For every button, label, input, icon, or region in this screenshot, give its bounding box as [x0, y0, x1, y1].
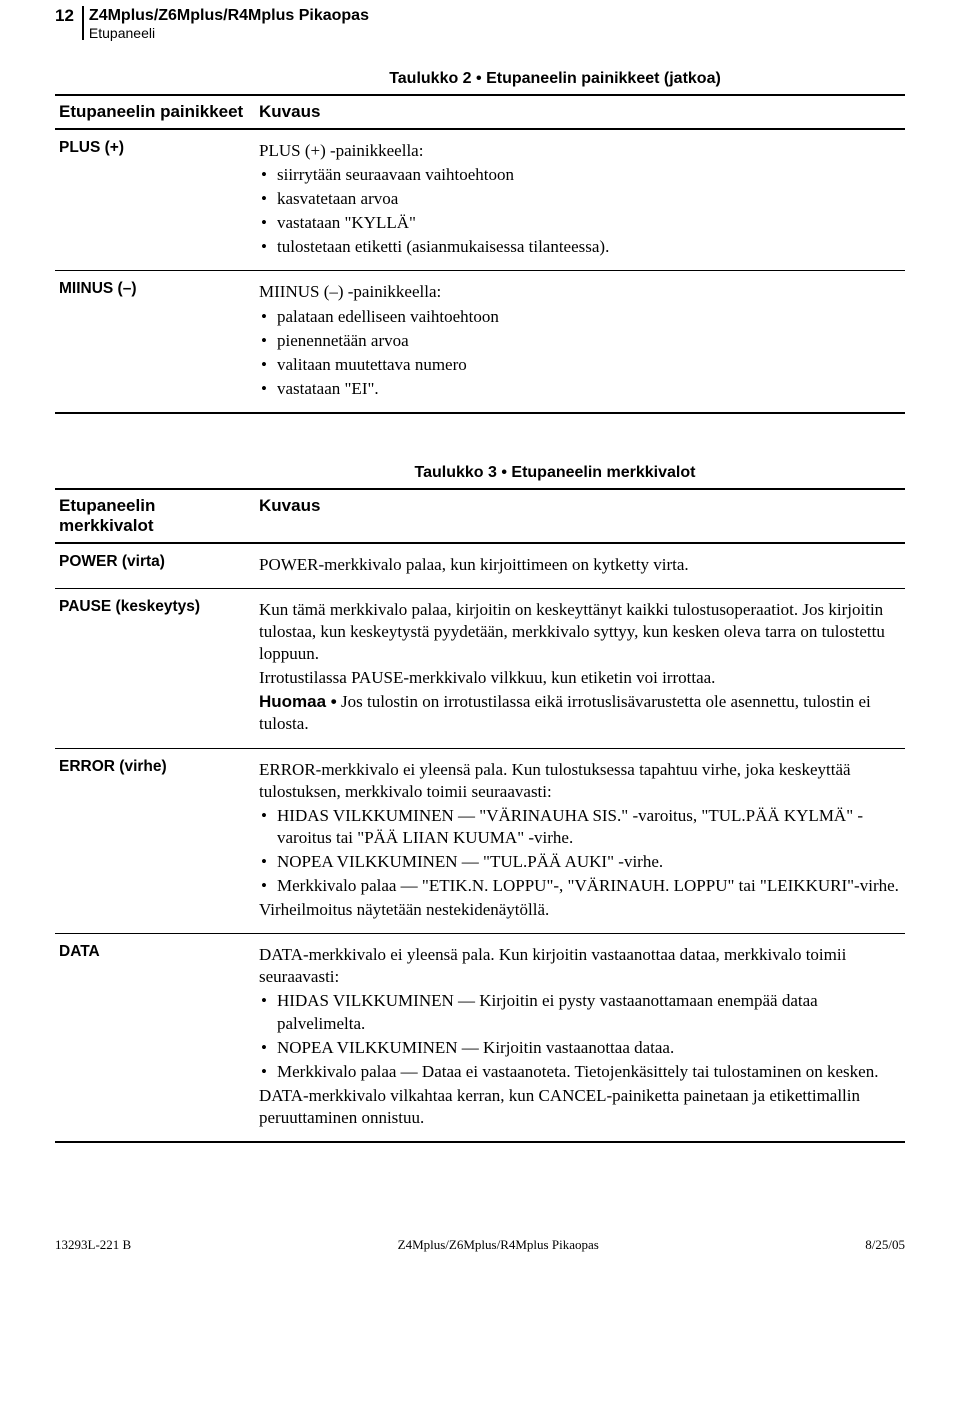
row-desc: ERROR-merkkivalo ei yleensä pala. Kun tu…: [255, 748, 905, 934]
page-number: 12: [55, 6, 74, 26]
table-row: MIINUS (–) MIINUS (–) -painikkeella: pal…: [55, 271, 905, 413]
lead-text: PLUS (+) -painikkeella:: [259, 140, 901, 162]
row-label: POWER (virta): [55, 543, 255, 589]
desc-text: DATA-merkkivalo ei yleensä pala. Kun kir…: [259, 944, 901, 988]
bullet-item: Merkkivalo palaa — "ETIK.N. LOPPU"-, "VÄ…: [259, 875, 901, 897]
table-row: POWER (virta) POWER-merkkivalo palaa, ku…: [55, 543, 905, 589]
table-row: ERROR (virhe) ERROR-merkkivalo ei yleens…: [55, 748, 905, 934]
table-row: PAUSE (keskeytys) Kun tämä merkkivalo pa…: [55, 589, 905, 749]
table-row: PLUS (+) PLUS (+) -painikkeella: siirryt…: [55, 129, 905, 271]
desc-text: ERROR-merkkivalo ei yleensä pala. Kun tu…: [259, 759, 901, 803]
note-rest: Jos tulostin on irrotustilassa eikä irro…: [259, 692, 871, 733]
row-desc: MIINUS (–) -painikkeella: palataan edell…: [255, 271, 905, 413]
bullet-item: vastataan "EI".: [259, 378, 901, 400]
table3-col1-header: Etupaneelin merkkivalot: [55, 489, 255, 543]
row-desc: POWER-merkkivalo palaa, kun kirjoittimee…: [255, 543, 905, 589]
desc-text: DATA-merkkivalo vilkahtaa kerran, kun CA…: [259, 1085, 901, 1129]
row-label: DATA: [55, 934, 255, 1142]
page-header: 12 Z4Mplus/Z6Mplus/R4Mplus Pikaopas Etup…: [55, 6, 905, 42]
table3-title: Taulukko 3 • Etupaneelin merkkivalot: [205, 464, 905, 482]
bullet-item: vastataan "KYLLÄ": [259, 212, 901, 234]
row-desc: PLUS (+) -painikkeella: siirrytään seura…: [255, 129, 905, 271]
footer-left: 13293L-221 B: [55, 1237, 131, 1253]
footer-right: 8/25/05: [865, 1237, 905, 1253]
desc-text: Huomaa • Jos tulostin on irrotustilassa …: [259, 691, 901, 735]
bullet-item: kasvatetaan arvoa: [259, 188, 901, 210]
footer-center: Z4Mplus/Z6Mplus/R4Mplus Pikaopas: [398, 1237, 599, 1253]
table2-col1-header: Etupaneelin painikkeet: [55, 95, 255, 129]
lead-text: MIINUS (–) -painikkeella:: [259, 281, 901, 303]
row-label: ERROR (virhe): [55, 748, 255, 934]
table3: Etupaneelin merkkivalot Kuvaus POWER (vi…: [55, 488, 905, 1143]
row-label: MIINUS (–): [55, 271, 255, 413]
desc-text: POWER-merkkivalo palaa, kun kirjoittimee…: [259, 554, 901, 576]
bullet-item: Merkkivalo palaa — Dataa ei vastaanoteta…: [259, 1061, 901, 1083]
table2-col2-header: Kuvaus: [255, 95, 905, 129]
row-desc: DATA-merkkivalo ei yleensä pala. Kun kir…: [255, 934, 905, 1142]
bullet-item: NOPEA VILKKUMINEN — "TUL.PÄÄ AUKI" -virh…: [259, 851, 901, 873]
table2: Etupaneelin painikkeet Kuvaus PLUS (+) P…: [55, 94, 905, 414]
bullet-item: HIDAS VILKKUMINEN — "VÄRINAUHA SIS." -va…: [259, 805, 901, 849]
bullet-item: pienennetään arvoa: [259, 330, 901, 352]
desc-text: Virheilmoitus näytetään nestekidenäytöll…: [259, 899, 901, 921]
header-subtitle: Etupaneeli: [89, 25, 369, 42]
desc-text: Kun tämä merkkivalo palaa, kirjoitin on …: [259, 599, 901, 665]
bullet-item: tulostetaan etiketti (asianmukaisessa ti…: [259, 236, 901, 258]
row-label: PLUS (+): [55, 129, 255, 271]
header-divider: [82, 6, 84, 40]
desc-text: Irrotustilassa PAUSE-merkkivalo vilkkuu,…: [259, 667, 901, 689]
page-footer: 13293L-221 B Z4Mplus/Z6Mplus/R4Mplus Pik…: [0, 1233, 960, 1267]
table2-title: Taulukko 2 • Etupaneelin painikkeet (jat…: [205, 70, 905, 88]
header-text-block: Z4Mplus/Z6Mplus/R4Mplus Pikaopas Etupane…: [89, 6, 369, 42]
bullet-item: siirrytään seuraavaan vaihtoehtoon: [259, 164, 901, 186]
bullet-item: valitaan muutettava numero: [259, 354, 901, 376]
header-title: Z4Mplus/Z6Mplus/R4Mplus Pikaopas: [89, 6, 369, 25]
bullet-item: HIDAS VILKKUMINEN — Kirjoitin ei pysty v…: [259, 990, 901, 1034]
bullet-item: NOPEA VILKKUMINEN — Kirjoitin vastaanott…: [259, 1037, 901, 1059]
table3-col2-header: Kuvaus: [255, 489, 905, 543]
row-label: PAUSE (keskeytys): [55, 589, 255, 749]
note-bold: Huomaa •: [259, 692, 337, 711]
bullet-item: palataan edelliseen vaihtoehtoon: [259, 306, 901, 328]
table-row: DATA DATA-merkkivalo ei yleensä pala. Ku…: [55, 934, 905, 1142]
row-desc: Kun tämä merkkivalo palaa, kirjoitin on …: [255, 589, 905, 749]
